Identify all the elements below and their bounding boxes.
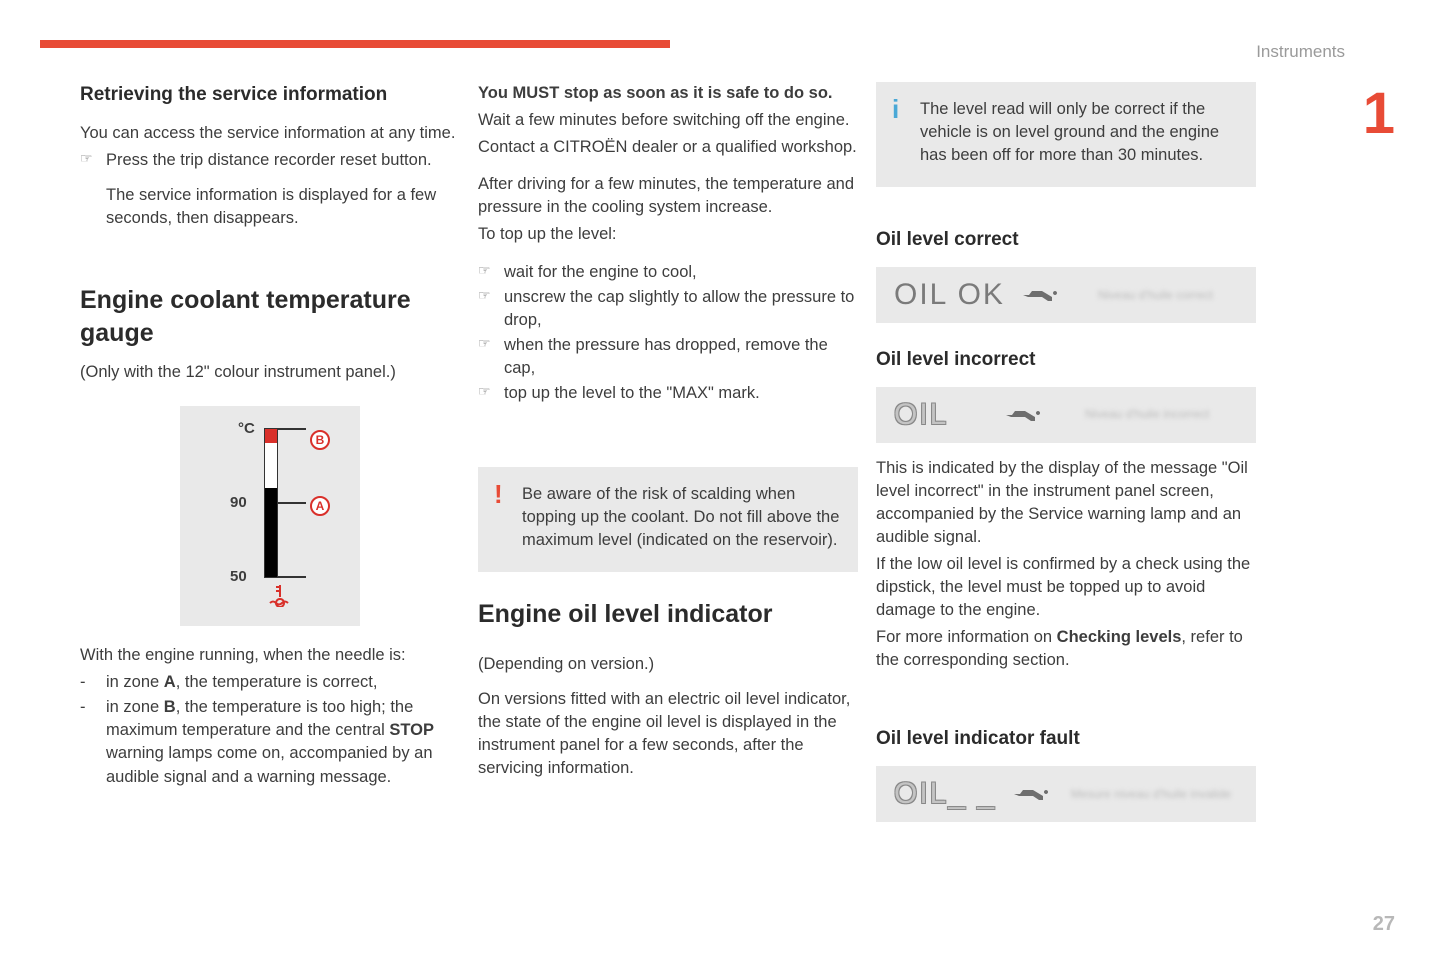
heading-oil-correct: Oil level correct [876, 227, 1256, 253]
heading-oil-incorrect: Oil level incorrect [876, 347, 1256, 373]
gauge-unit-label: °C [238, 420, 255, 437]
gauge-label-90: 90 [230, 494, 247, 511]
display-oil-fault: OIL_ _ Mesure niveau d'huile invalide [876, 766, 1256, 822]
text-note: (Depending on version.) [478, 653, 858, 676]
oil-can-icon [1002, 405, 1042, 425]
list-item: when the pressure has dropped, remove th… [478, 334, 858, 380]
text: The level read will only be correct if t… [920, 98, 1238, 167]
column-1: Retrieving the service information You c… [80, 82, 460, 836]
warning-callout: ! Be aware of the risk of scalding when … [478, 467, 858, 572]
column-2: You MUST stop as soon as it is safe to d… [478, 82, 858, 836]
text: You can access the service information a… [80, 122, 460, 145]
gauge-scale [264, 428, 278, 578]
oil-can-icon [1019, 285, 1059, 305]
gauge-fill [265, 488, 277, 577]
gauge-label-50: 50 [230, 568, 247, 585]
gauge-badge-b: B [310, 430, 330, 450]
gauge-tick [278, 502, 306, 504]
display-oil-incorrect: OIL Niveau d'huile incorrect [876, 387, 1256, 443]
text: Wait a few minutes before switching off … [478, 109, 858, 132]
display-subtext: Niveau d'huile correct [1073, 288, 1238, 302]
text: To top up the level: [478, 223, 858, 246]
text: Contact a CITROËN dealer or a qualified … [478, 136, 858, 159]
warning-icon: ! [494, 479, 503, 510]
info-icon: i [892, 94, 899, 125]
display-text: OIL_ _ [894, 777, 996, 811]
temperature-icon [266, 583, 294, 612]
list-item: in zone B, the temperature is too high; … [80, 696, 460, 788]
display-oil-ok: OIL OK Niveau d'huile correct [876, 267, 1256, 323]
text: You MUST stop as soon as it is safe to d… [478, 82, 858, 105]
heading-oil-fault: Oil level indicator fault [876, 726, 1256, 752]
text: This is indicated by the display of the … [876, 457, 1256, 549]
gauge-badge-a: A [310, 496, 330, 516]
gauge-red-zone [265, 429, 277, 443]
list-item: unscrew the cap slightly to allow the pr… [478, 286, 858, 332]
text: Be aware of the risk of scalding when to… [522, 483, 840, 552]
coolant-gauge-diagram: °C 90 50 B A [180, 406, 360, 626]
header-section-label: Instruments [1256, 42, 1345, 62]
chapter-number: 1 [1363, 80, 1395, 147]
text-note: (Only with the 12" colour instrument pan… [80, 361, 460, 384]
page-number: 27 [1373, 913, 1395, 936]
display-text: OIL [894, 398, 948, 432]
info-callout: i The level read will only be correct if… [876, 82, 1256, 187]
heading-service-info: Retrieving the service information [80, 82, 460, 108]
text: For more information on Checking levels,… [876, 626, 1256, 672]
list-item: in zone A, the temperature is correct, [80, 671, 460, 694]
heading-oil-indicator: Engine oil level indicator [478, 598, 858, 631]
heading-coolant-gauge: Engine coolant temperature gauge [80, 284, 460, 349]
oil-can-icon [1010, 784, 1050, 804]
text: The service information is displayed for… [80, 184, 460, 230]
display-subtext: Niveau d'huile incorrect [1056, 407, 1238, 421]
gauge-tick [278, 428, 306, 430]
text: After driving for a few minutes, the tem… [478, 173, 858, 219]
list-item: top up the level to the "MAX" mark. [478, 382, 858, 405]
list-item: Press the trip distance recorder reset b… [80, 149, 460, 172]
column-3: i The level read will only be correct if… [876, 82, 1256, 836]
display-text: OIL OK [894, 278, 1005, 312]
text: On versions fitted with an electric oil … [478, 688, 858, 780]
text: If the low oil level is confirmed by a c… [876, 553, 1256, 622]
display-subtext: Mesure niveau d'huile invalide [1064, 787, 1238, 801]
accent-bar [40, 40, 670, 48]
text: With the engine running, when the needle… [80, 644, 460, 667]
gauge-tick [278, 576, 306, 578]
list-item: wait for the engine to cool, [478, 261, 858, 284]
